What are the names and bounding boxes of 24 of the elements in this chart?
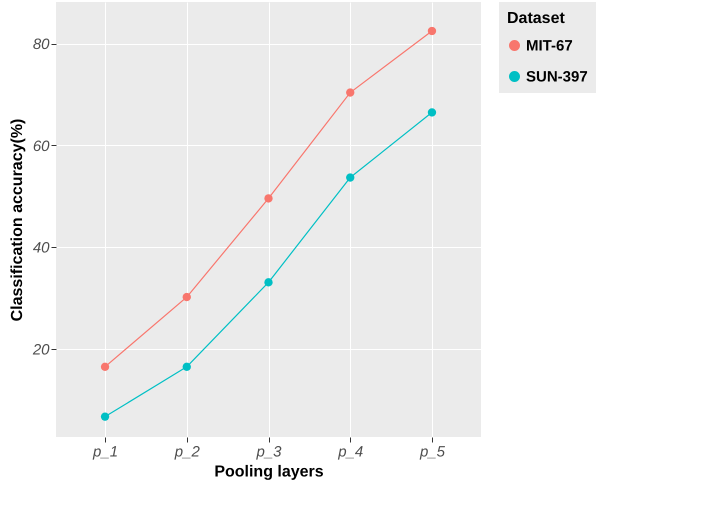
x-axis-title: Pooling layers	[214, 464, 324, 480]
x-tick-label: p_2	[174, 444, 200, 460]
legend-title: Dataset	[507, 10, 566, 27]
y-tick-label: 60	[32, 138, 50, 155]
point	[264, 278, 273, 287]
point	[100, 362, 110, 371]
point	[346, 88, 354, 97]
point	[428, 26, 436, 36]
x-tick-label: p_3	[255, 444, 282, 460]
legend-label: MIT-67	[526, 38, 573, 54]
point	[182, 292, 191, 302]
x-tick-label: p_1	[92, 444, 118, 460]
point	[100, 412, 110, 421]
point	[428, 108, 436, 117]
y-tick-label: 40	[32, 240, 50, 257]
point	[264, 194, 273, 203]
point	[346, 173, 354, 182]
point	[182, 362, 191, 371]
y-axis-title: Classification accuracy(%)	[8, 118, 26, 322]
y-tick-label: 80	[32, 36, 50, 54]
x-tick-label: p_4	[337, 444, 364, 460]
legend-label: SUN-397	[526, 68, 588, 86]
y-tick-label: 20	[32, 341, 50, 358]
x-tick-label: p_5	[418, 444, 446, 460]
